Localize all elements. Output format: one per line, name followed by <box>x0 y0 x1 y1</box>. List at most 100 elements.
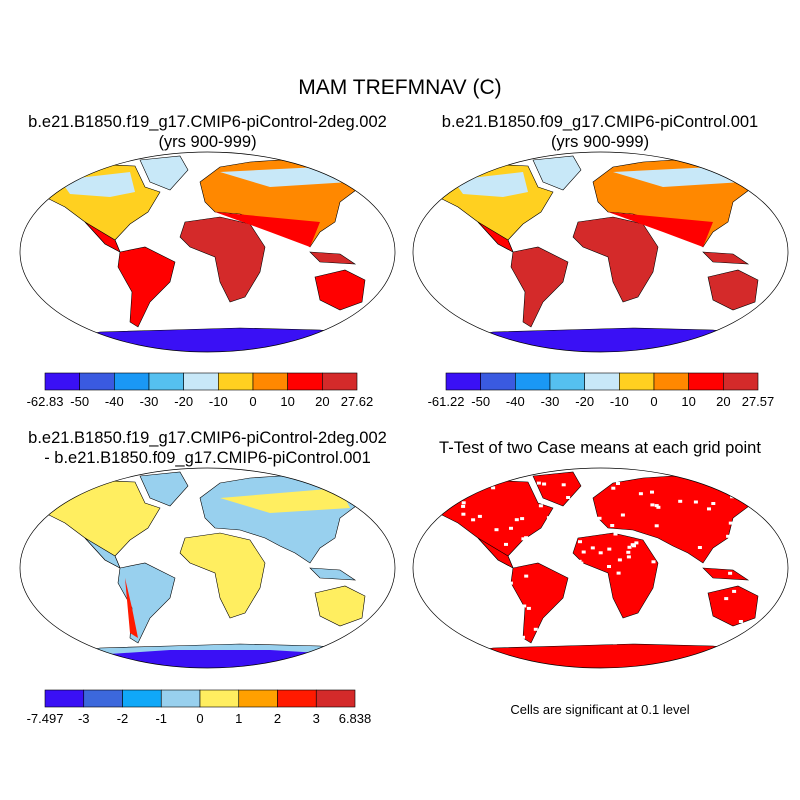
land-indon <box>702 251 750 265</box>
nonsignificant-cell <box>513 564 518 568</box>
land-austr <box>314 585 366 627</box>
nonsignificant-cell <box>750 578 755 582</box>
colorbar-box <box>688 372 724 391</box>
nonsignificant-cell <box>716 637 721 641</box>
map-panel-2 <box>412 151 789 353</box>
nonsignificant-cell <box>546 546 551 550</box>
nonsignificant-cell <box>616 482 620 485</box>
colorbar-label: -1 <box>155 711 167 726</box>
nonsignificant-cell <box>581 492 586 496</box>
nonsignificant-cell <box>474 608 479 612</box>
nonsignificant-cell <box>509 526 513 530</box>
figure-title: MAM TREFMNAV (C) <box>298 76 502 99</box>
nonsignificant-cell <box>742 638 747 641</box>
nonsignificant-cell <box>626 550 631 554</box>
nonsignificant-cell <box>491 486 496 490</box>
colorbar-label: -62.83 <box>27 394 64 409</box>
nonsignificant-cell <box>449 536 454 539</box>
nonsignificant-cell <box>448 546 453 549</box>
nonsignificant-cell <box>524 574 529 578</box>
nonsignificant-cell <box>693 500 698 504</box>
colorbar-label: 0 <box>196 711 203 726</box>
nonsignificant-cell <box>581 620 586 624</box>
colorbar-label: -20 <box>174 394 193 409</box>
nonsignificant-cell <box>596 486 600 490</box>
nonsignificant-cell <box>504 542 508 546</box>
colorbar-box <box>199 689 240 708</box>
nonsignificant-cell <box>598 551 603 555</box>
nonsignificant-cell <box>626 555 631 559</box>
colorbar-box <box>322 372 358 391</box>
nonsignificant-cell <box>590 546 595 550</box>
colorbar-box <box>148 372 184 391</box>
nonsignificant-cell <box>713 482 718 486</box>
colorbar-box <box>122 689 162 708</box>
nonsignificant-cell <box>472 551 477 555</box>
colorbar-label: 0 <box>249 394 256 409</box>
colorbar-box <box>549 372 585 391</box>
nonsignificant-cell <box>693 594 698 598</box>
nonsignificant-cell <box>487 478 492 482</box>
nonsignificant-cell <box>610 615 615 619</box>
colorbar-box <box>619 372 655 391</box>
land-austr <box>707 585 759 627</box>
panel-1-title-line2: (yrs 900-999) <box>158 133 257 151</box>
panel-2-title: b.e21.B1850.f09_g17.CMIP6-piControl.001 … <box>400 112 800 152</box>
nonsignificant-cell <box>683 585 688 589</box>
nonsignificant-cell <box>526 606 531 610</box>
land-greenland <box>139 471 189 507</box>
nonsignificant-cell <box>585 503 590 507</box>
colorbar-label: -50 <box>471 394 490 409</box>
nonsignificant-cell <box>571 568 576 572</box>
nonsignificant-cell <box>544 631 549 635</box>
nonsignificant-cell <box>588 516 593 520</box>
nonsignificant-cell <box>477 514 482 518</box>
nonsignificant-cell <box>499 565 503 569</box>
nonsignificant-cell <box>692 628 697 632</box>
nonsignificant-cell <box>475 598 479 602</box>
panel-3-title-line1: b.e21.B1850.f19_g17.CMIP6-piControl-2deg… <box>28 429 387 447</box>
nonsignificant-cell <box>749 562 754 566</box>
panel-1-title: b.e21.B1850.f19_g17.CMIP6-piControl-2deg… <box>0 112 415 152</box>
colorbar-label: 20 <box>716 394 730 409</box>
colorbar-3: -7.497 -3 -2 -1 0 1 2 3 6.838 <box>27 689 371 726</box>
nonsignificant-cell <box>557 630 562 634</box>
nonsignificant-cell <box>435 602 440 606</box>
nonsignificant-cell <box>607 565 611 568</box>
map-panel-1 <box>19 151 396 353</box>
nonsignificant-cell <box>680 607 685 611</box>
nonsignificant-cell <box>546 516 551 520</box>
nonsignificant-cell <box>461 501 466 505</box>
panel-3-title: b.e21.B1850.f19_g17.CMIP6-piControl-2deg… <box>0 428 415 468</box>
nonsignificant-cell <box>754 569 758 573</box>
nonsignificant-cell <box>580 516 585 520</box>
colorbar-label: 3 <box>313 711 320 726</box>
nonsignificant-cell <box>728 521 733 525</box>
nonsignificant-cell <box>732 589 737 593</box>
colorbar-label: 1 <box>235 711 242 726</box>
nonsignificant-cell <box>458 623 463 627</box>
map-border <box>19 151 396 353</box>
colorbar-box <box>44 689 85 708</box>
nonsignificant-cell <box>581 550 586 554</box>
nonsignificant-cell <box>738 620 743 623</box>
nonsignificant-cell <box>610 524 615 527</box>
nonsignificant-cell <box>707 507 711 511</box>
land-indon <box>309 251 357 265</box>
colorbar-label: 10 <box>280 394 294 409</box>
colorbar-label: -40 <box>105 394 124 409</box>
nonsignificant-cell <box>578 540 582 544</box>
colorbar-box <box>160 689 201 708</box>
nonsignificant-cell <box>620 513 625 517</box>
nonsignificant-cell <box>711 502 716 505</box>
nonsignificant-cell <box>578 492 583 496</box>
nonsignificant-cell <box>444 542 449 546</box>
nonsignificant-cell <box>592 529 597 532</box>
nonsignificant-cell <box>525 558 530 562</box>
nonsignificant-cell <box>565 562 570 566</box>
colorbar-box <box>445 372 481 391</box>
nonsignificant-cell <box>678 499 683 503</box>
land-northam <box>44 479 161 569</box>
nonsignificant-cell <box>494 528 499 532</box>
land-indon <box>309 567 357 581</box>
